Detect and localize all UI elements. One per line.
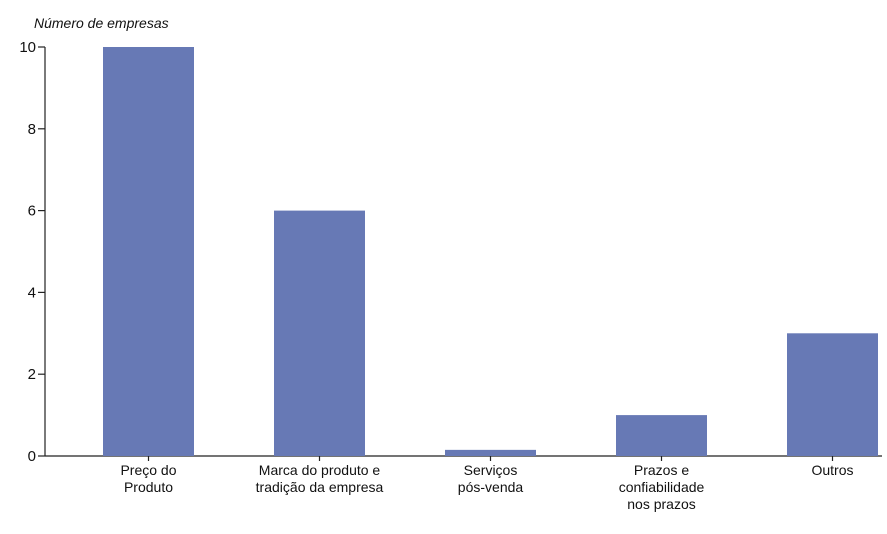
y-axis-ticks: 0 2 4 6 8 10 [19, 39, 45, 465]
bar [616, 415, 707, 456]
x-tick-label-line: Prazos e [634, 462, 689, 478]
x-tick-label-line: tradição da empresa [256, 479, 384, 495]
y-tick-label: 8 [28, 121, 36, 138]
x-tick-label: Marca do produto e tradição da empresa [256, 462, 384, 495]
x-tick-label-line: Serviços [464, 462, 518, 478]
bar [274, 210, 365, 456]
bar [103, 47, 194, 456]
y-tick-label: 10 [19, 39, 36, 56]
x-tick-label: Outros [811, 462, 853, 478]
x-tick-label-line: Marca do produto e [259, 462, 381, 478]
x-tick-label-line: Preço do [120, 462, 176, 478]
bar [445, 449, 536, 456]
x-axis-ticks [147, 456, 834, 461]
x-tick-label-line: nos prazos [627, 496, 695, 512]
x-axis-labels: Preço do Produto Marca do produto e tradiçã… [120, 462, 853, 512]
y-tick-label: 6 [28, 203, 36, 220]
x-tick-label: Prazos e confiabilidade nos prazos [619, 462, 705, 512]
x-tick-label-line: Produto [124, 479, 173, 495]
y-axis-title: Número de empresas [34, 15, 169, 31]
y-tick-label: 4 [28, 284, 36, 301]
bar [787, 333, 878, 456]
x-tick-label: Serviços pós-venda [458, 462, 524, 495]
bar-series [103, 47, 878, 456]
x-tick-label-line: confiabilidade [619, 479, 705, 495]
x-tick-label-line: pós-venda [458, 479, 524, 495]
x-tick-label-line: Outros [811, 462, 853, 478]
y-tick-label: 2 [28, 366, 36, 383]
y-tick-label: 0 [28, 448, 36, 465]
x-tick-label: Preço do Produto [120, 462, 176, 495]
